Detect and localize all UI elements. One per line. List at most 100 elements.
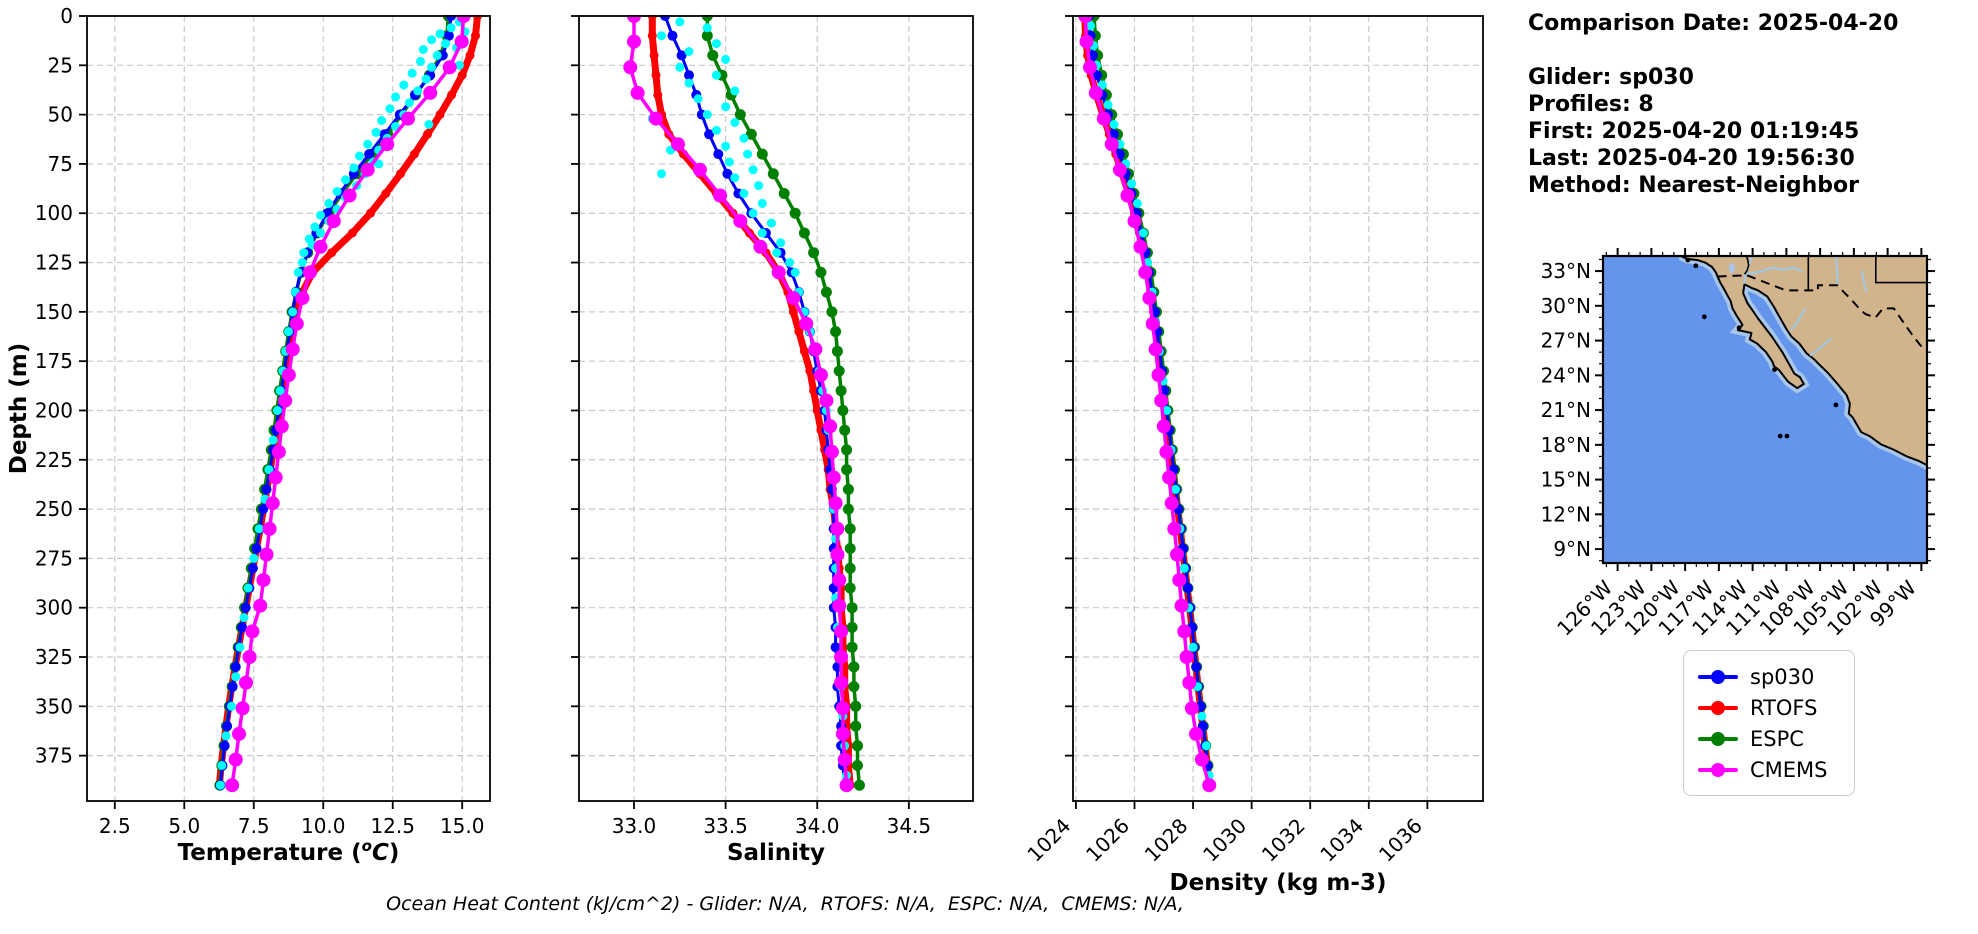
island [1777, 433, 1783, 439]
river [1860, 270, 1868, 293]
island [1772, 367, 1777, 372]
comparison-date-text: Comparison Date: 2025-04-20 [1528, 11, 1899, 36]
sp030-line-marker-icon [1698, 669, 1738, 684]
svg-text:34.0: 34.0 [795, 814, 840, 838]
info-gap [1528, 37, 1898, 64]
last-profile-time-text: Last: 2025-04-20 19:56:30 [1528, 146, 1855, 171]
rtofs-line-marker-icon [1698, 700, 1738, 715]
svg-text:10.0: 10.0 [301, 814, 346, 838]
espc-line-marker-icon [1698, 731, 1738, 746]
legend-label-espc: ESPC [1750, 726, 1804, 751]
legend-item-cmems: CMEMS [1698, 754, 1840, 785]
island [1736, 325, 1742, 331]
river [1834, 256, 1839, 286]
svg-text:350: 350 [35, 694, 73, 718]
x-axis-label: Density (kg m-3) [1170, 870, 1387, 896]
svg-text:7.5: 7.5 [238, 814, 270, 838]
country-border [1717, 273, 1927, 352]
glider-name-text: Glider: sp030 [1528, 65, 1694, 90]
svg-text:100: 100 [35, 201, 73, 225]
svg-text:1030: 1030 [1198, 814, 1251, 867]
legend-label-sp030: sp030 [1750, 664, 1815, 689]
legend-label-rtofs: RTOFS [1750, 695, 1818, 720]
first-profile-time-text: First: 2025-04-20 01:19:45 [1528, 119, 1860, 144]
svg-text:250: 250 [35, 497, 73, 521]
svg-text:27°N: 27°N [1541, 329, 1591, 353]
svg-text:1026: 1026 [1081, 814, 1134, 867]
plot-area [1078, 15, 1217, 793]
legend-item-espc: ESPC [1698, 723, 1840, 754]
svg-text:15.0: 15.0 [440, 814, 485, 838]
svg-text:21°N: 21°N [1541, 398, 1591, 422]
svg-text:1024: 1024 [1022, 814, 1075, 867]
gridlines [579, 16, 973, 801]
river [1746, 266, 1803, 275]
svg-text:9°N: 9°N [1553, 537, 1591, 561]
series-RTOFS [214, 15, 482, 790]
series-ESPC [214, 15, 454, 791]
svg-text:200: 200 [35, 398, 73, 422]
svg-text:34.5: 34.5 [887, 814, 932, 838]
svg-text:375: 375 [35, 744, 73, 768]
x-axis-label: Salinity [727, 840, 825, 866]
temperature-profile-chart: 2.5 5.0 7.5 10.0 12.5 15.0 0 25 50 75 100 125 150 175… [6, 4, 491, 866]
plot-area [623, 15, 865, 793]
series-RTOFS [1080, 15, 1215, 790]
scatter-glider-raw-salinity [647, 17, 852, 780]
legend-item-rtofs: RTOFS [1698, 692, 1840, 723]
river [1790, 307, 1807, 331]
state-boundary [1743, 256, 1750, 275]
gridlines [1073, 16, 1483, 801]
svg-text:1032: 1032 [1257, 814, 1310, 867]
svg-text:0: 0 [60, 4, 73, 28]
method-text: Method: Nearest-Neighbor [1528, 173, 1859, 198]
series-CMEMS [1078, 15, 1217, 793]
svg-text:2.5: 2.5 [99, 814, 131, 838]
island [1784, 433, 1790, 439]
svg-text:125: 125 [35, 251, 73, 275]
svg-text:33.5: 33.5 [703, 814, 748, 838]
tick-marks [1065, 15, 1429, 809]
ocean-heat-content-note: Ocean Heat Content (kJ/cm^2) - Glider: N… [386, 893, 1184, 915]
y-axis-label: Depth (m) [6, 343, 32, 475]
tick-labels: 33.0 33.5 34.0 34.5 [612, 814, 931, 838]
svg-text:50: 50 [48, 103, 73, 127]
svg-text:33.0: 33.0 [612, 814, 657, 838]
svg-text:175: 175 [35, 349, 73, 373]
info-panel: Comparison Date: 2025-04-20 Glider: sp03… [1528, 10, 1898, 199]
salinity-profile-chart: 33.0 33.5 34.0 34.5 Salinity [571, 15, 974, 866]
glider-location-map: 33°N30°N27°N24°N21°N18°N15°N12°N9°N126°W… [1541, 248, 1935, 641]
svg-text:12°N: 12°N [1541, 502, 1591, 526]
profiles-count-text: Profiles: 8 [1528, 92, 1654, 117]
series-CMEMS [225, 15, 471, 793]
svg-text:18°N: 18°N [1541, 433, 1591, 457]
axes-frame [86, 15, 491, 802]
tick-labels: 2.5 5.0 7.5 10.0 12.5 15.0 0 25 50 75 100 125 150 175… [35, 4, 485, 838]
svg-text:12.5: 12.5 [370, 814, 415, 838]
island [1701, 314, 1707, 320]
river [1809, 337, 1833, 357]
map-ticks [1595, 248, 1935, 571]
series-ESPC [701, 15, 865, 791]
axes-frame [1072, 15, 1484, 802]
axes-frame [578, 15, 974, 802]
density-profile-chart: 1024 1026 1028 1030 1032 1034 1036 Density (kg … [1022, 15, 1484, 896]
svg-text:30°N: 30°N [1541, 294, 1591, 318]
svg-text:33°N: 33°N [1541, 259, 1591, 283]
legend-label-cmems: CMEMS [1750, 757, 1828, 782]
svg-text:15°N: 15°N [1541, 468, 1591, 492]
svg-text:275: 275 [35, 546, 73, 570]
legend: sp030 RTOFS ESPC CMEMS [1683, 650, 1855, 796]
svg-text:150: 150 [35, 300, 73, 324]
state-boundary [1875, 256, 1927, 284]
salton-sea [1728, 263, 1735, 274]
x-axis-label: Temperature (oC) [178, 837, 400, 866]
svg-text:75: 75 [48, 152, 73, 176]
svg-text:24°N: 24°N [1541, 363, 1591, 387]
island [1833, 402, 1839, 408]
svg-text:225: 225 [35, 448, 73, 472]
legend-item-sp030: sp030 [1698, 661, 1840, 692]
tick-labels: 1024 1026 1028 1030 1032 1034 1036 [1022, 814, 1426, 867]
